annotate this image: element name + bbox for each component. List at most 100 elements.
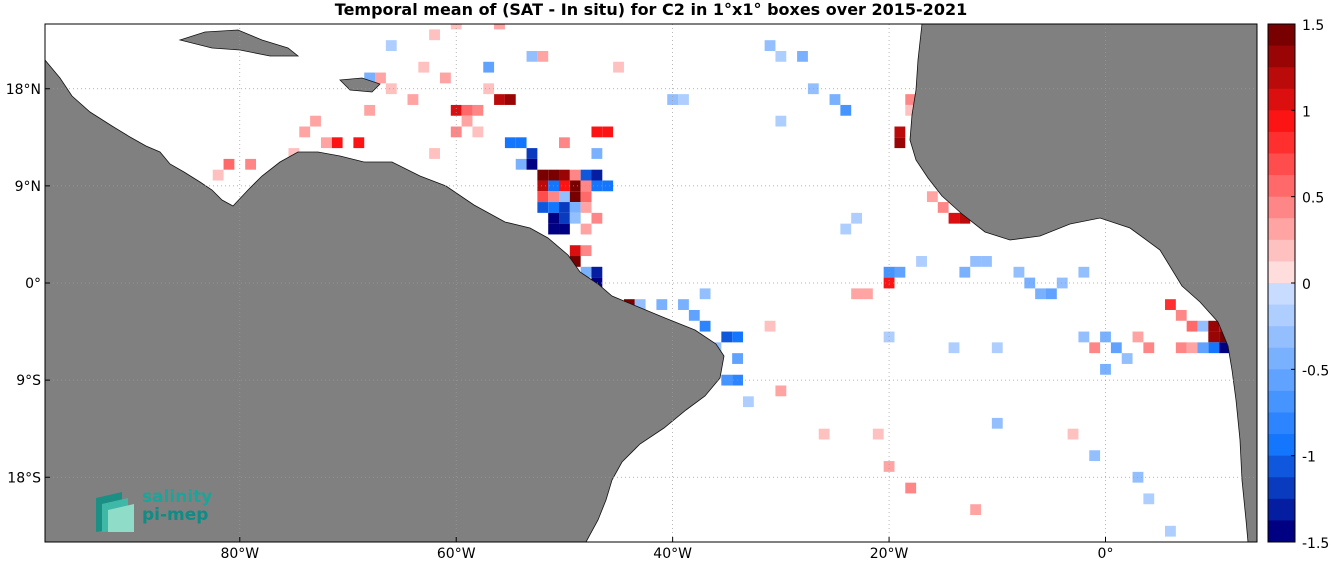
- data-cell: [1208, 342, 1220, 354]
- colorbar-step: [1268, 196, 1295, 219]
- colorbar-tick-label: 1: [1302, 104, 1311, 120]
- data-cell: [905, 482, 917, 494]
- data-cell: [591, 148, 603, 159]
- data-cell: [1175, 309, 1187, 321]
- data-cell: [851, 288, 863, 300]
- data-cell: [548, 212, 560, 224]
- data-cell: [775, 385, 787, 397]
- colorbar-step: [1268, 326, 1295, 349]
- data-cell: [991, 342, 1003, 354]
- data-cell: [569, 191, 581, 203]
- data-cell: [1165, 299, 1176, 310]
- y-tick-label: 0°: [25, 276, 41, 292]
- data-cell: [1165, 525, 1176, 537]
- colorbar-step: [1268, 283, 1295, 306]
- data-cell: [526, 50, 538, 62]
- data-cell: [483, 83, 495, 95]
- data-cell: [548, 191, 560, 203]
- longitude-ticks: 80°W 60°W 40°W 20°W 0°: [220, 537, 1113, 562]
- data-cell: [1197, 320, 1209, 332]
- colorbar-step: [1268, 304, 1295, 327]
- colorbar-step: [1268, 45, 1295, 68]
- data-cell: [591, 169, 603, 181]
- data-cell: [526, 148, 538, 159]
- data-cell: [1035, 288, 1046, 300]
- anomaly-cells: [212, 24, 1241, 537]
- data-cell: [548, 169, 560, 181]
- data-cell: [937, 202, 949, 213]
- colorbar-step: [1268, 261, 1295, 284]
- data-cell: [569, 169, 581, 181]
- map-title: Temporal mean of (SAT - In situ) for C2 …: [334, 0, 968, 19]
- americas-land: [45, 24, 725, 542]
- colorbar-tick-label: 0.5: [1302, 191, 1324, 207]
- cuba-land: [178, 29, 300, 57]
- data-cell: [894, 137, 906, 149]
- data-cell: [851, 212, 863, 224]
- data-cell: [1175, 342, 1187, 354]
- data-cell: [1208, 331, 1220, 343]
- data-cell: [580, 202, 592, 213]
- data-cell: [504, 137, 516, 149]
- colorbar-ticks: 1.5 1 0.5 0 -0.5 -1 -1.5: [1291, 18, 1329, 552]
- data-cell: [569, 256, 581, 267]
- data-cell: [569, 202, 581, 213]
- data-cell: [569, 212, 581, 224]
- data-cell: [894, 266, 906, 278]
- x-tick-label: 0°: [1098, 546, 1114, 562]
- colorbar-step: [1268, 477, 1295, 500]
- data-cell: [1078, 266, 1090, 278]
- y-tick-label: 18°S: [7, 470, 41, 486]
- data-cell: [678, 94, 689, 105]
- data-cell: [331, 137, 343, 149]
- data-cell: [472, 126, 484, 138]
- colorbar-step: [1268, 239, 1295, 262]
- data-cell: [364, 104, 376, 116]
- data-cell: [797, 50, 808, 62]
- colorbar-step: [1268, 88, 1295, 111]
- colorbar-step: [1268, 175, 1295, 198]
- data-cell: [1186, 320, 1198, 332]
- data-cell: [548, 223, 560, 235]
- data-cell: [894, 126, 906, 138]
- data-cell: [407, 94, 419, 105]
- data-cell: [591, 266, 603, 278]
- data-cell: [959, 266, 971, 278]
- data-cell: [764, 40, 776, 51]
- colorbar-step: [1268, 520, 1295, 543]
- data-cell: [699, 288, 711, 300]
- data-cell: [1067, 428, 1079, 440]
- data-cell: [840, 223, 852, 235]
- colorbar-step: [1268, 369, 1295, 392]
- data-cell: [948, 342, 960, 354]
- data-cell: [1045, 288, 1057, 300]
- data-cell: [872, 428, 884, 440]
- colorbar-step: [1268, 434, 1295, 457]
- data-cell: [764, 320, 776, 332]
- data-cell: [721, 374, 733, 386]
- latitude-ticks: 18°N 9°N 0° 9°S 18°S: [6, 82, 50, 486]
- data-cell: [580, 191, 592, 203]
- data-cell: [688, 309, 700, 321]
- colorbar-step: [1268, 110, 1295, 133]
- data-cell: [699, 320, 711, 332]
- africa-land: [909, 24, 1257, 542]
- data-cell: [385, 40, 397, 51]
- data-cell: [515, 158, 527, 170]
- data-cell: [732, 331, 743, 343]
- data-cell: [559, 202, 570, 213]
- logo-line2: pi-mep: [142, 505, 209, 525]
- data-cell: [288, 148, 300, 159]
- data-cell: [1078, 331, 1090, 343]
- data-cell: [981, 256, 992, 267]
- data-cell: [905, 94, 917, 105]
- salinity-pimep-logo: salinity pi-mep: [92, 488, 232, 534]
- data-cell: [634, 299, 646, 310]
- data-cell: [494, 24, 505, 30]
- data-cell: [905, 104, 917, 116]
- data-cell: [223, 158, 235, 170]
- data-cell: [494, 94, 505, 105]
- colorbar-step: [1268, 390, 1295, 413]
- data-cell: [429, 148, 440, 159]
- data-cell: [818, 428, 830, 440]
